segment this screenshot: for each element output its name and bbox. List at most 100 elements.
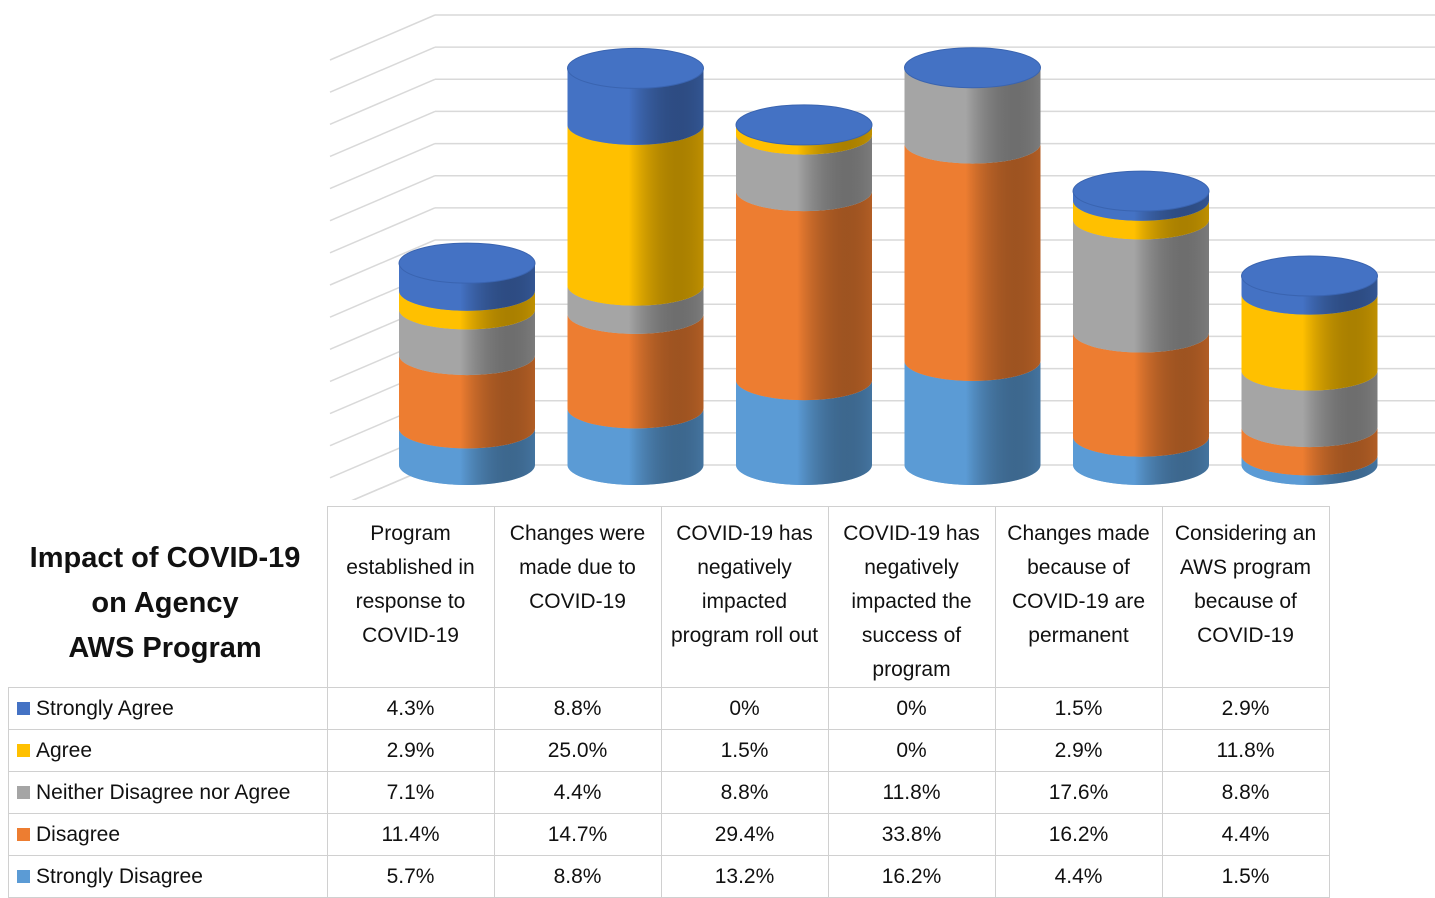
value-label: 16.2% (827, 855, 996, 898)
value-label: 1.5% (994, 687, 1163, 730)
value-label: 2.9% (1161, 687, 1330, 730)
cylinder-segment (736, 134, 872, 212)
value-label: 17.6% (994, 771, 1163, 814)
cylinder-segment (1241, 427, 1378, 476)
cylinder-top (1072, 170, 1210, 212)
value-label: 13.2% (660, 855, 829, 898)
cylinder-segment (399, 355, 535, 449)
value-label: 4.4% (1161, 813, 1330, 856)
value-label: 25.0% (493, 729, 662, 772)
cylinder-segment (399, 428, 535, 485)
data-row: Neither Disagree nor Agree 7.1% 4.4% 8.8% 11… (8, 771, 1330, 814)
cylinder-top (398, 242, 536, 284)
chart (329, 14, 1435, 500)
value-label: 8.8% (1161, 771, 1330, 814)
header-row: Program established in response to COVID… (8, 506, 1330, 688)
value-label: 1.5% (1161, 855, 1330, 898)
grid-line (329, 239, 436, 286)
category-label: Changes were made due to COVID-19 (493, 506, 662, 688)
legend-label: Disagree (36, 822, 121, 846)
cylinder-segment (1241, 455, 1378, 485)
cylinder-segment (1241, 294, 1378, 391)
cylinder-segment (904, 360, 1041, 485)
data-row: Disagree 11.4% 14.7% 29.4% 33.8% 16.2% 4.4% (8, 813, 1330, 856)
cylinder-segment (567, 124, 704, 306)
legend-cell: Strongly Disagree (8, 855, 328, 898)
data-row: Agree 2.9% 25.0% 1.5% 0% 2.9% 11.8% (8, 729, 1330, 772)
cylinder-segment (399, 263, 535, 311)
legend-label: Agree (36, 738, 93, 762)
cylinder-segment (1073, 219, 1209, 353)
grid-line (329, 46, 436, 93)
data-row: Strongly Disagree 5.7% 8.8% 13.2% 16.2% 4.4% 1… (8, 855, 1330, 898)
cylinder-top (567, 47, 704, 89)
value-label: 4.4% (994, 855, 1163, 898)
legend-cell: Agree (8, 729, 328, 772)
value-label: 0% (827, 729, 996, 772)
value-label: 8.8% (493, 687, 662, 730)
cylinder-top (1241, 255, 1378, 297)
blank-cell (8, 506, 328, 688)
legend-swatch (17, 785, 30, 799)
legend-swatch (17, 827, 30, 841)
cylinder-segment (567, 68, 704, 145)
category-label: COVID-19 has negatively impacted the suc… (827, 506, 996, 688)
legend-cell: Neither Disagree nor Agree (8, 771, 328, 814)
cylinder-segment (399, 309, 535, 376)
value-label: 11.8% (827, 771, 996, 814)
value-label: 2.9% (994, 729, 1163, 772)
grid-line (329, 78, 436, 125)
grid-line (329, 110, 436, 158)
category-label: Changes made because of COVID-19 are per… (994, 506, 1163, 688)
legend-swatch (17, 743, 30, 757)
cylinder-top (735, 104, 873, 146)
grid-line (329, 142, 436, 190)
value-label: 11.4% (326, 813, 495, 856)
value-label: 14.7% (493, 813, 662, 856)
cylinder-segment (1241, 370, 1378, 448)
value-label: 0% (660, 687, 829, 730)
legend-swatch (17, 701, 30, 715)
legend-swatch (17, 869, 30, 883)
value-label: 16.2% (994, 813, 1163, 856)
value-label: 29.4% (660, 813, 829, 856)
category-label: COVID-19 has negatively impacted program… (660, 506, 829, 688)
value-label: 0% (827, 687, 996, 730)
legend-label: Neither Disagree nor Agree (36, 780, 291, 804)
cylinder-segment (1073, 200, 1209, 240)
cylinder-segment (736, 124, 872, 155)
legend-label: Strongly Agree (36, 696, 174, 720)
cylinder-segment (567, 313, 704, 429)
value-label: 4.4% (493, 771, 662, 814)
data-row: Strongly Agree 4.3% 8.8% 0% 0% 1.5% 2.9% (8, 687, 1330, 730)
cylinder-segment (904, 143, 1041, 381)
grid-line (329, 207, 436, 254)
cylinder-segment (1073, 191, 1209, 221)
cylinder-segment (567, 408, 704, 485)
cylinder-segment (1241, 276, 1378, 315)
data-table: Program established in response to COVID… (8, 506, 1330, 898)
cylinder-segment (399, 290, 535, 330)
value-label: 8.8% (660, 771, 829, 814)
category-label: Considering an AWS program because of CO… (1161, 506, 1330, 688)
value-label: 8.8% (493, 855, 662, 898)
value-label: 2.9% (326, 729, 495, 772)
cylinder-top (904, 47, 1041, 89)
legend-cell: Strongly Agree (8, 687, 328, 730)
value-label: 33.8% (827, 813, 996, 856)
cylinder-segment (567, 285, 704, 334)
value-label: 4.3% (326, 687, 495, 730)
cylinder-segment (1073, 332, 1209, 457)
value-label: 7.1% (326, 771, 495, 814)
grid-line (329, 14, 436, 61)
cylinder-segment (736, 191, 872, 401)
value-label: 5.7% (326, 855, 495, 898)
category-label: Program established in response to COVID… (326, 506, 495, 688)
legend-label: Strongly Disagree (36, 864, 203, 888)
grid-line (329, 175, 436, 222)
value-label: 11.8% (1161, 729, 1330, 772)
cylinder-segment (1073, 436, 1209, 485)
cylinder-segment (736, 380, 872, 485)
cylinder-segment (904, 67, 1041, 164)
legend-cell: Disagree (8, 813, 328, 856)
